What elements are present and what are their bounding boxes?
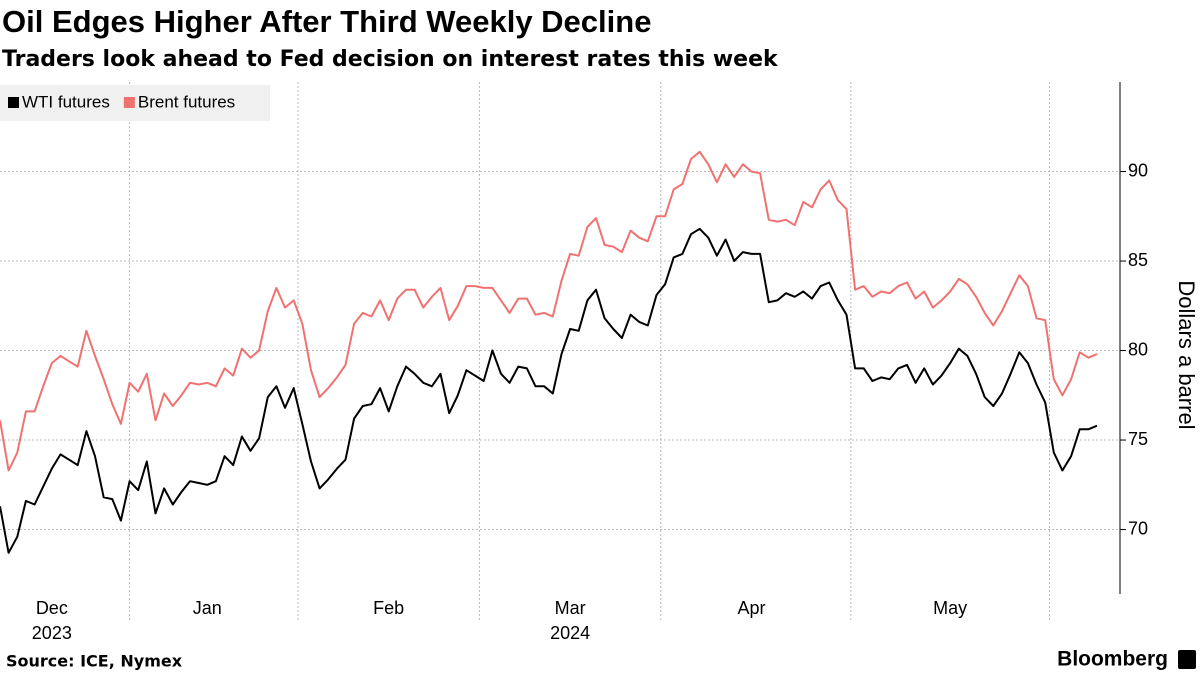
y-axis-title: Dollars a barrel [1174,280,1199,429]
y-tick-label: 80 [1128,339,1148,359]
x-tick-label: May [933,598,967,618]
source: Source: ICE, Nymex [6,652,183,671]
legend-label: WTI futures [22,92,110,111]
legend-label: Brent futures [138,92,235,111]
x-tick-label: Jan [193,598,222,618]
line-series [0,150,1098,472]
y-tick-label: 75 [1128,429,1148,449]
brand-icon [1178,650,1196,669]
y-tick-label: 85 [1128,250,1148,270]
x-tick-label: Apr [737,598,765,618]
legend-box [0,85,270,121]
legend-swatch [8,97,19,108]
chart-subtitle: Traders look ahead to Fed decision on in… [2,47,779,72]
x-tick-label: Feb [373,598,404,618]
chart-title: Oil Edges Higher After Third Weekly Decl… [2,4,651,39]
x-tick-sublabel: 2024 [550,623,590,643]
line-series [0,227,1098,554]
y-tick-label: 90 [1128,160,1148,180]
y-tick-label: 70 [1128,518,1148,538]
x-tick-label: Dec [36,598,68,618]
brand: Bloomberg [1057,648,1168,671]
x-tick-sublabel: 2023 [32,623,72,643]
legend-swatch [123,97,135,108]
x-tick-label: Mar [555,598,586,618]
